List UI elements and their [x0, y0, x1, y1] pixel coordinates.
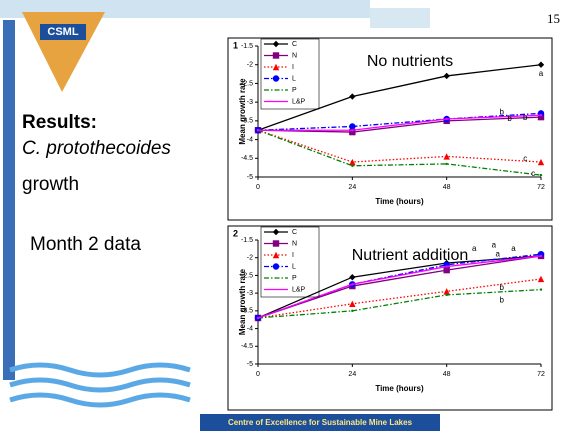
annotation: b [499, 107, 504, 116]
y-tick-label: -4.5 [241, 155, 253, 162]
legend-label: L [292, 263, 296, 270]
x-tick-label: 24 [348, 371, 356, 378]
y-tick-label: -1.5 [241, 43, 253, 50]
y-tick-label: -4 [247, 325, 253, 332]
annotation: a [539, 69, 544, 78]
y-tick-label: -5 [247, 174, 253, 181]
legend-label: N [292, 52, 297, 59]
legend-label: L&P [292, 98, 306, 105]
legend-label: I [292, 252, 294, 259]
x-tick-label: 0 [256, 371, 260, 378]
panel-number: 2 [233, 228, 238, 238]
chart-title: No nutrients [367, 53, 453, 70]
point [540, 174, 542, 176]
point [540, 288, 542, 290]
point [445, 265, 447, 267]
x-tick-label: 24 [348, 184, 356, 191]
x-axis-label: Time (hours) [375, 384, 424, 393]
y-axis-label: Mean growth rate [238, 268, 247, 335]
point [445, 118, 447, 120]
annotation: a [492, 240, 497, 249]
y-tick-label: -2 [247, 62, 253, 69]
charts: 1-1.5-2-2.5-3-3.5-4-4.5-50244872Time (ho… [0, 0, 571, 431]
point [273, 52, 279, 58]
y-tick-label: -4.5 [241, 343, 253, 350]
point [445, 163, 447, 165]
point [273, 240, 279, 246]
point [445, 294, 447, 296]
x-tick-label: 72 [537, 371, 545, 378]
x-axis-label: Time (hours) [375, 197, 424, 206]
point [349, 123, 355, 129]
y-tick-label: -3 [247, 290, 253, 297]
legend-label: L [292, 75, 296, 82]
x-tick-label: 48 [443, 184, 451, 191]
legend-label: C [292, 41, 297, 48]
legend-label: N [292, 240, 297, 247]
point [351, 283, 353, 285]
annotation: c [523, 154, 527, 163]
slide: CSML 15 Centre of Excellence for Sustain… [0, 0, 571, 431]
annotation: a [496, 249, 501, 258]
x-tick-label: 48 [443, 371, 451, 378]
point [273, 263, 279, 269]
point [351, 129, 353, 131]
y-axis-label: Mean growth rate [238, 78, 247, 145]
point [540, 114, 542, 116]
y-tick-label: -5 [247, 361, 253, 368]
point [257, 317, 259, 319]
y-tick-label: -4 [247, 136, 253, 143]
point [351, 165, 353, 167]
x-tick-label: 0 [256, 184, 260, 191]
point [351, 310, 353, 312]
point [257, 129, 259, 131]
legend-label: I [292, 64, 294, 71]
annotation: c [531, 169, 535, 178]
legend-label: P [292, 87, 297, 94]
legend-label: P [292, 275, 297, 282]
x-tick-label: 72 [537, 184, 545, 191]
point [273, 75, 279, 81]
chart-title: Nutrient addition [352, 247, 469, 264]
legend-label: L&P [292, 286, 306, 293]
y-tick-label: -3 [247, 99, 253, 106]
annotation: a [511, 244, 516, 253]
annotation: b [499, 295, 504, 304]
point [540, 255, 542, 257]
annotation: a [472, 244, 477, 253]
legend-label: C [292, 229, 297, 236]
annotation: b [523, 113, 528, 122]
annotation: b [499, 283, 504, 292]
annotation: b [507, 114, 512, 123]
y-tick-label: -2 [247, 255, 253, 262]
panel-number: 1 [233, 40, 238, 50]
y-tick-label: -1.5 [241, 237, 253, 244]
